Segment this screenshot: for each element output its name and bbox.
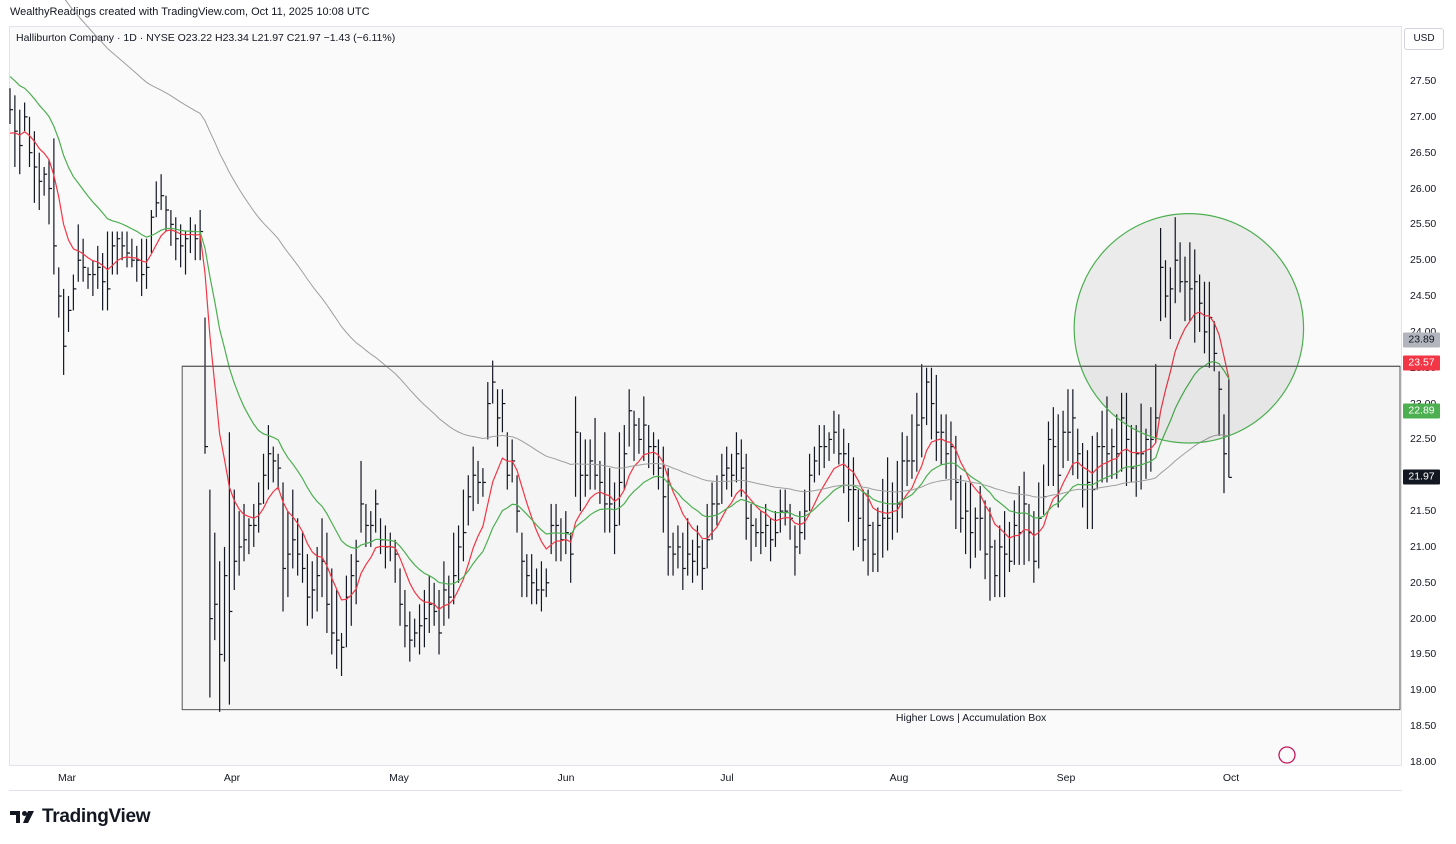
time-tick: Oct: [1222, 772, 1240, 784]
price-tag-ma_slow: 23.89: [1403, 332, 1440, 348]
symbol-legend: Halliburton Company · 1D · NYSE O23.22 H…: [16, 32, 396, 44]
price-tick: 26.50: [1410, 146, 1437, 159]
accumulation-box-label: Higher Lows | Accumulation Box: [895, 711, 1047, 724]
brand-name: TradingView: [42, 806, 151, 827]
price-tick: 19.00: [1410, 684, 1437, 697]
price-tag-ma_fast: 23.57: [1403, 355, 1440, 371]
time-tick: Aug: [889, 772, 909, 784]
price-tick: 18.50: [1410, 720, 1437, 733]
price-tick: 19.50: [1410, 648, 1437, 661]
price-tick: 24.50: [1410, 290, 1437, 303]
price-tick: 25.00: [1410, 254, 1437, 267]
ma-fast-line: [9, 131, 1230, 611]
price-tick: 27.00: [1410, 110, 1437, 123]
time-axis[interactable]: Mar Apr May Jun Jul Aug Sep Oct: [9, 766, 1402, 791]
tradingview-logo-icon: [10, 811, 34, 823]
time-tick: Jul: [720, 772, 734, 784]
chart-attribution: WealthyReadings created with TradingView…: [10, 6, 370, 18]
time-tick: May: [389, 772, 409, 784]
price-tick: 20.00: [1410, 612, 1437, 625]
price-tag-ma_mid: 22.89: [1403, 403, 1440, 419]
ma-mid-line: [9, 76, 1230, 585]
time-tick: Mar: [57, 772, 77, 784]
price-tick: 21.50: [1410, 505, 1437, 518]
price-tick: 20.50: [1410, 576, 1437, 589]
price-tick: 18.00: [1410, 756, 1437, 768]
currency-button[interactable]: USD: [1404, 28, 1444, 50]
time-tick: Apr: [223, 772, 241, 784]
time-tick: Jun: [557, 772, 575, 784]
price-tick: 27.50: [1410, 75, 1437, 87]
flash-marker-icon: [1278, 746, 1296, 764]
price-tag-last: 21.97: [1403, 469, 1440, 485]
price-tick: 25.50: [1410, 218, 1437, 231]
time-tick: Sep: [1056, 772, 1076, 784]
ma-slow-line: [64, 0, 1229, 498]
price-tick: 26.00: [1410, 182, 1437, 195]
price-axis[interactable]: 27.5027.0026.5026.0025.5025.0024.5024.00…: [1402, 26, 1456, 768]
price-tick: 21.00: [1410, 540, 1437, 553]
highlight-circle: [1073, 213, 1305, 444]
brand[interactable]: TradingView: [10, 806, 151, 828]
price-tick: 22.50: [1410, 433, 1437, 446]
